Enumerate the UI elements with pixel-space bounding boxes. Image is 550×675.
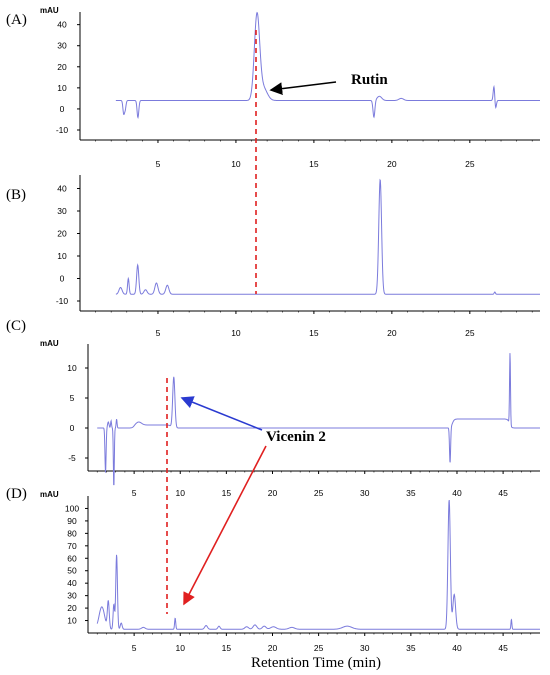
y-tick-label: 0: [60, 104, 65, 114]
x-tick-label: 5: [132, 643, 137, 653]
y-tick-label: 20: [67, 603, 77, 613]
y-tick-label: -10: [56, 125, 69, 135]
x-tick-label: 35: [406, 488, 416, 498]
chromatogram-trace: [97, 353, 540, 486]
x-tick-label: 45: [498, 643, 508, 653]
x-tick-label: 40: [452, 643, 462, 653]
x-tick-label: 10: [231, 159, 241, 169]
y-tick-label: 30: [57, 206, 67, 216]
y-tick-label: 40: [57, 20, 67, 30]
y-unit-label: mAU: [40, 339, 59, 348]
y-tick-label: 0: [70, 423, 75, 433]
chromatogram-panel: (C) mAU -5 0 5 10 5 10 15 20 25 30 35 40 45: [6, 318, 540, 498]
panel-label: (D): [6, 486, 27, 502]
x-tick-label: 10: [231, 328, 241, 338]
y-tick-label: 40: [57, 184, 67, 194]
x-tick-label: 20: [268, 643, 278, 653]
panel-label: (B): [6, 187, 26, 203]
y-tick-label: 10: [67, 363, 77, 373]
x-tick-label: 25: [465, 159, 475, 169]
x-axis-title: Retention Time (min): [251, 655, 381, 671]
y-tick-label: 0: [60, 274, 65, 284]
chromatogram-panel: (D) mAU 10 20 30 40 50 60 70 80 90 100 5 10 15 20 25 30 35…: [6, 486, 540, 653]
x-tick-label: 5: [132, 488, 137, 498]
panel-label: (A): [6, 12, 27, 28]
x-tick-label: 15: [222, 643, 232, 653]
x-tick-label: 20: [387, 328, 397, 338]
chromatogram-trace: [96, 499, 540, 630]
x-tick-label: 40: [452, 488, 462, 498]
x-tick-label: 5: [156, 328, 161, 338]
vicenin-red-arrow: [183, 445, 267, 606]
y-tick-label: 10: [67, 616, 77, 626]
y-tick-label: -5: [68, 453, 76, 463]
annotations: Rutin Vicenin 2 Retention Time (min): [166, 30, 388, 671]
x-tick-label: 25: [314, 488, 324, 498]
y-tick-label: 5: [70, 393, 75, 403]
vicenin-label: Vicenin 2: [266, 429, 326, 445]
y-tick-label: 10: [57, 83, 67, 93]
x-tick-label: 25: [314, 643, 324, 653]
y-unit-label: mAU: [40, 6, 59, 15]
y-tick-label: 50: [67, 566, 77, 576]
x-tick-label: 30: [360, 643, 370, 653]
chromatogram-panel: (A) mAU -10 0 10 20 30 40 5 10 15 20 25: [6, 6, 540, 169]
x-tick-label: 15: [222, 488, 232, 498]
rutin-label: Rutin: [351, 72, 388, 88]
x-tick-label: 25: [465, 328, 475, 338]
chromatogram-trace: [115, 11, 540, 119]
y-tick-label: 80: [67, 528, 77, 538]
y-tick-label: 30: [67, 591, 77, 601]
y-tick-label: 20: [57, 229, 67, 239]
x-tick-label: 10: [176, 488, 186, 498]
x-tick-label: 10: [176, 643, 186, 653]
y-tick-label: 60: [67, 553, 77, 563]
y-tick-label: 90: [67, 516, 77, 526]
panel-label: (C): [6, 318, 26, 334]
y-tick-label: 30: [57, 41, 67, 51]
x-tick-label: 35: [406, 643, 416, 653]
y-tick-label: 10: [57, 251, 67, 261]
x-tick-label: 15: [309, 328, 319, 338]
x-tick-label: 20: [268, 488, 278, 498]
y-tick-label: 70: [67, 541, 77, 551]
x-tick-label: 15: [309, 159, 319, 169]
chromatogram-panels: (A) mAU -10 0 10 20 30 40 5 10 15 20 25 (B) -10 0 10 20 30…: [6, 6, 540, 653]
chromatogram-trace: [115, 178, 540, 295]
x-tick-label: 30: [360, 488, 370, 498]
chromatogram-panel: (B) -10 0 10 20 30 40 5 10 15 20 25: [6, 175, 540, 338]
vicenin-blue-arrow: [180, 396, 263, 431]
y-tick-label: -10: [56, 296, 69, 306]
x-tick-label: 5: [156, 159, 161, 169]
y-unit-label: mAU: [40, 490, 59, 499]
x-tick-label: 20: [387, 159, 397, 169]
y-tick-label: 40: [67, 578, 77, 588]
y-tick-label: 20: [57, 62, 67, 72]
y-tick-label: 100: [65, 503, 79, 513]
rutin-arrow: [269, 81, 337, 95]
x-tick-label: 45: [498, 488, 508, 498]
